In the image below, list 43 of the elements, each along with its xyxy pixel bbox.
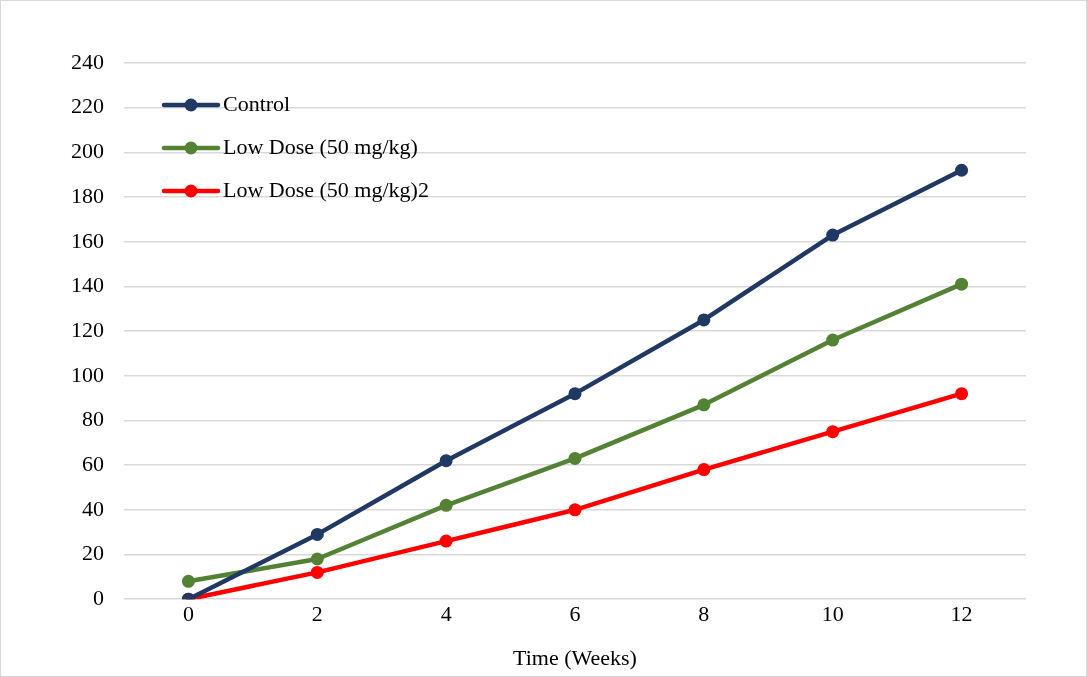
point xyxy=(310,552,324,566)
point xyxy=(697,313,711,327)
x-tick-label: 0 xyxy=(182,601,194,627)
point xyxy=(181,574,195,588)
legend-label: Low Dose (50 mg/kg)2 xyxy=(223,176,429,202)
y-tick-label: 20 xyxy=(82,540,104,566)
point xyxy=(955,163,969,177)
y-tick-label: 180 xyxy=(71,182,104,208)
point xyxy=(568,451,582,465)
y-tick-label: 100 xyxy=(71,361,104,387)
y-tick-label: 40 xyxy=(82,495,104,521)
x-tick-label: 12 xyxy=(950,601,973,627)
y-tick-label: 80 xyxy=(82,406,104,432)
point xyxy=(955,277,969,291)
point xyxy=(439,454,453,468)
y-tick-label: 120 xyxy=(71,316,104,342)
y-tick-label: 220 xyxy=(71,93,104,119)
point xyxy=(439,534,453,548)
point xyxy=(955,387,969,401)
x-axis-title: Time (Weeks) xyxy=(513,644,637,670)
x-tick-label: 4 xyxy=(440,601,452,627)
point xyxy=(826,228,840,242)
point xyxy=(697,398,711,412)
y-tick-label: 140 xyxy=(71,272,104,298)
legend-label: Low Dose (50 mg/kg) xyxy=(223,133,418,159)
y-tick-label: 160 xyxy=(71,227,104,253)
point xyxy=(310,527,324,541)
y-tick-label: 60 xyxy=(82,450,104,476)
point xyxy=(697,463,711,477)
point xyxy=(826,333,840,347)
y-tick-label: 200 xyxy=(71,138,104,164)
x-tick-label: 8 xyxy=(698,601,710,627)
point xyxy=(826,425,840,439)
y-tick-label: 0 xyxy=(93,584,104,610)
point xyxy=(439,498,453,512)
legend-label: Control xyxy=(223,90,291,116)
x-tick-label: 10 xyxy=(821,601,844,627)
x-tick-label: 6 xyxy=(569,601,581,627)
y-tick-label: 240 xyxy=(71,48,104,74)
point xyxy=(568,387,582,401)
point xyxy=(310,565,324,579)
x-tick-label: 2 xyxy=(311,601,323,627)
point xyxy=(568,503,582,517)
